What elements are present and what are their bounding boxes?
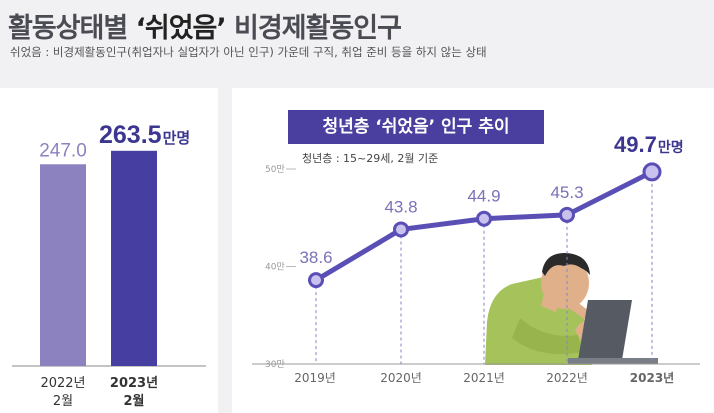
line-chart-subtitle: 청년층 : 15~29세, 2월 기준 xyxy=(302,152,439,165)
page-subtitle: 쉬었음 : 비경제활동인구(취업자나 실업자가 아닌 인구) 가운데 구직, 취… xyxy=(10,45,487,59)
page-title: 활동상태별 ‘쉬었음’ 비경제활동인구 xyxy=(8,6,402,45)
bar-category-label: 2022년 xyxy=(40,376,85,391)
bar-category-label: 2023년 xyxy=(110,376,158,391)
bar-chart-panel xyxy=(0,88,218,413)
bar-1 xyxy=(111,150,157,366)
bar-value-label: 247.0 xyxy=(39,140,87,161)
bar-category-label: 2월 xyxy=(53,394,73,409)
bar-chart: 247.0 2022년 2월 263.5만명 2023년 2월 xyxy=(12,121,206,409)
title-highlight: ‘쉬었음’ xyxy=(135,13,227,44)
line-chart-title: 청년층 ‘쉬었음’ 인구 추이 xyxy=(288,110,544,144)
title-post: 비경제활동인구 xyxy=(225,13,402,44)
title-pre: 활동상태별 xyxy=(8,13,136,44)
bar-0 xyxy=(40,164,86,366)
bar-value-label: 263.5만명 xyxy=(99,121,190,149)
bar-category-label: 2월 xyxy=(123,393,144,409)
bar-value-unit: 만명 xyxy=(163,129,191,147)
